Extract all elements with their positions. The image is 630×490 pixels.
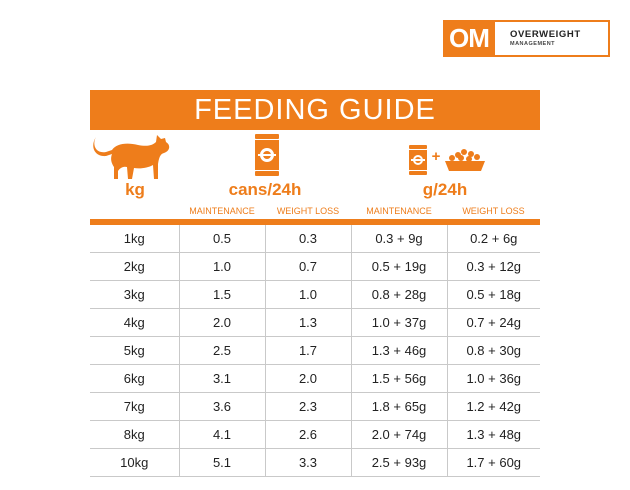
cans-header: cans/24h <box>228 180 302 199</box>
cans-weight-loss-cell: 2.3 <box>265 392 352 421</box>
table-row: 3kg 1.5 1.0 0.8 + 28g 0.5 + 18g <box>90 280 540 309</box>
cans-weight-loss-cell: 1.7 <box>265 336 352 365</box>
g-maintenance-cell: 1.0 + 37g <box>351 308 448 337</box>
weight-cell: 4kg <box>90 308 180 337</box>
g-weight-loss-cell: 0.8 + 30g <box>447 336 540 365</box>
table-row: 1kg 0.5 0.3 0.3 + 9g 0.2 + 6g <box>90 225 540 253</box>
cans-maintenance-cell: 1.0 <box>179 252 266 281</box>
weight-cell: 10kg <box>90 448 180 477</box>
g-weight-loss-label: WEIGHT LOSS <box>462 206 525 216</box>
brand-badge: OM <box>443 20 495 57</box>
g-maintenance-cell: 2.5 + 93g <box>351 448 448 477</box>
cans-maintenance-cell: 5.1 <box>179 448 266 477</box>
brand-line1: OVERWEIGHT <box>510 29 581 40</box>
cans-weight-loss-cell: 2.0 <box>265 364 352 393</box>
g-maintenance-cell: 0.5 + 19g <box>351 252 448 281</box>
weight-cell: 7kg <box>90 392 180 421</box>
table-row: 2kg 1.0 0.7 0.5 + 19g 0.3 + 12g <box>90 252 540 281</box>
g-maintenance-label: MAINTENANCE <box>366 206 432 216</box>
cans-maintenance-cell: 3.1 <box>179 364 266 393</box>
g-maintenance-cell: 1.3 + 46g <box>351 336 448 365</box>
plus-sign: + <box>431 148 441 165</box>
grams-header: g/24h <box>422 180 468 199</box>
g-maintenance-cell: 0.8 + 28g <box>351 280 448 309</box>
g-maintenance-cell: 1.8 + 65g <box>351 392 448 421</box>
table-row: 7kg 3.6 2.3 1.8 + 65g 1.2 + 42g <box>90 392 540 421</box>
brand-label-box: OVERWEIGHT MANAGEMENT <box>493 20 610 57</box>
weight-cell: 5kg <box>90 336 180 365</box>
table-row: 5kg 2.5 1.7 1.3 + 46g 0.8 + 30g <box>90 336 540 365</box>
cans-weight-loss-cell: 3.3 <box>265 448 352 477</box>
cans-maintenance-cell: 2.0 <box>179 308 266 337</box>
g-weight-loss-cell: 1.7 + 60g <box>447 448 540 477</box>
cans-maintenance-cell: 1.5 <box>179 280 266 309</box>
g-maintenance-cell: 0.3 + 9g <box>351 225 448 253</box>
brand-line2: MANAGEMENT <box>510 41 556 47</box>
weight-cell: 8kg <box>90 420 180 449</box>
table-row: 4kg 2.0 1.3 1.0 + 37g 0.7 + 24g <box>90 308 540 337</box>
weight-cell: 6kg <box>90 364 180 393</box>
cans-maintenance-cell: 4.1 <box>179 420 266 449</box>
cans-weight-loss-cell: 0.7 <box>265 252 352 281</box>
g-weight-loss-cell: 0.7 + 24g <box>447 308 540 337</box>
can-icon <box>255 134 279 176</box>
header-divider <box>90 219 540 225</box>
cans-weight-loss-cell: 1.3 <box>265 308 352 337</box>
feeding-guide-title: FEEDING GUIDE <box>90 90 540 130</box>
cans-weight-loss-cell: 1.0 <box>265 280 352 309</box>
g-weight-loss-cell: 1.3 + 48g <box>447 420 540 449</box>
weight-cell: 1kg <box>90 225 180 253</box>
kg-header: kg <box>125 180 145 199</box>
cans-maintenance-label: MAINTENANCE <box>189 206 255 216</box>
g-maintenance-cell: 2.0 + 74g <box>351 420 448 449</box>
g-maintenance-cell: 1.5 + 56g <box>351 364 448 393</box>
cans-maintenance-cell: 0.5 <box>179 225 266 253</box>
g-weight-loss-cell: 0.3 + 12g <box>447 252 540 281</box>
table-row: 8kg 4.1 2.6 2.0 + 74g 1.3 + 48g <box>90 420 540 449</box>
g-weight-loss-cell: 1.2 + 42g <box>447 392 540 421</box>
g-weight-loss-cell: 1.0 + 36g <box>447 364 540 393</box>
cans-weight-loss-cell: 0.3 <box>265 225 352 253</box>
brand-logo: OM OVERWEIGHT MANAGEMENT <box>443 20 610 57</box>
table-row: 10kg 5.1 3.3 2.5 + 93g 1.7 + 60g <box>90 448 540 477</box>
table-row: 6kg 3.1 2.0 1.5 + 56g 1.0 + 36g <box>90 364 540 393</box>
g-weight-loss-cell: 0.2 + 6g <box>447 225 540 253</box>
cans-maintenance-cell: 2.5 <box>179 336 266 365</box>
weight-cell: 2kg <box>90 252 180 281</box>
kibble-bowl-icon <box>445 149 485 171</box>
g-weight-loss-cell: 0.5 + 18g <box>447 280 540 309</box>
feeding-table: 1kg 0.5 0.3 0.3 + 9g 0.2 + 6g 2kg 1.0 0.7 0.5 + … <box>90 225 540 477</box>
can-icon-small <box>409 145 427 175</box>
cat-icon <box>93 135 170 179</box>
weight-cell: 3kg <box>90 280 180 309</box>
cans-weight-loss-cell: 2.6 <box>265 420 352 449</box>
cans-weight-loss-label: WEIGHT LOSS <box>276 206 340 216</box>
cans-maintenance-cell: 3.6 <box>179 392 266 421</box>
